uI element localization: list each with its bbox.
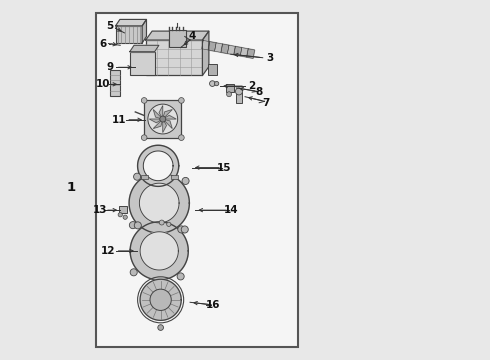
Text: 5: 5 <box>107 21 114 31</box>
Text: 3: 3 <box>266 53 273 63</box>
Circle shape <box>118 213 122 217</box>
Circle shape <box>134 222 141 229</box>
Text: 14: 14 <box>223 205 238 215</box>
Polygon shape <box>138 145 179 186</box>
Polygon shape <box>153 119 163 129</box>
Polygon shape <box>246 49 255 58</box>
Bar <box>225 84 234 92</box>
Bar <box>144 100 181 138</box>
Bar <box>119 206 127 213</box>
Polygon shape <box>202 31 209 76</box>
Text: 4: 4 <box>188 31 196 41</box>
Polygon shape <box>142 19 147 43</box>
Polygon shape <box>146 31 209 40</box>
Text: 12: 12 <box>101 246 116 256</box>
Circle shape <box>134 173 141 180</box>
Polygon shape <box>240 48 248 57</box>
Text: 16: 16 <box>206 300 220 310</box>
Circle shape <box>129 222 136 229</box>
Bar <box>141 175 147 179</box>
Circle shape <box>178 135 184 140</box>
Circle shape <box>159 220 164 225</box>
Circle shape <box>130 269 137 276</box>
Polygon shape <box>163 115 176 119</box>
Bar <box>146 40 202 76</box>
Polygon shape <box>227 45 235 55</box>
Circle shape <box>178 98 184 103</box>
Polygon shape <box>159 105 163 119</box>
Polygon shape <box>130 45 159 52</box>
Bar <box>236 92 242 103</box>
Bar <box>208 64 217 76</box>
Bar <box>116 26 142 43</box>
Text: 1: 1 <box>67 181 76 194</box>
Polygon shape <box>129 173 189 233</box>
Polygon shape <box>163 119 172 129</box>
Text: 7: 7 <box>263 98 270 108</box>
Polygon shape <box>208 42 216 51</box>
Polygon shape <box>130 222 188 280</box>
Text: 6: 6 <box>99 39 107 49</box>
Circle shape <box>235 88 243 95</box>
Polygon shape <box>153 109 163 119</box>
Bar <box>96 13 298 347</box>
Text: 10: 10 <box>96 79 110 89</box>
Circle shape <box>141 98 147 103</box>
Circle shape <box>177 273 184 280</box>
Circle shape <box>167 222 171 226</box>
Polygon shape <box>140 232 178 270</box>
Polygon shape <box>140 279 181 320</box>
Circle shape <box>182 177 189 184</box>
Circle shape <box>226 92 232 97</box>
Polygon shape <box>143 151 173 181</box>
Polygon shape <box>163 109 172 119</box>
Circle shape <box>210 81 215 86</box>
Circle shape <box>150 289 172 310</box>
Polygon shape <box>139 183 179 223</box>
Polygon shape <box>149 119 163 123</box>
Text: 11: 11 <box>112 115 126 125</box>
Circle shape <box>158 325 164 330</box>
Bar <box>130 52 155 75</box>
Text: 2: 2 <box>248 81 256 91</box>
Polygon shape <box>163 119 167 132</box>
Polygon shape <box>202 40 210 50</box>
Polygon shape <box>234 46 242 56</box>
Text: 8: 8 <box>256 87 263 97</box>
Polygon shape <box>221 44 229 54</box>
Text: 15: 15 <box>217 163 231 172</box>
Circle shape <box>215 81 219 86</box>
Circle shape <box>141 135 147 140</box>
Bar <box>110 70 120 96</box>
Bar <box>171 175 178 179</box>
Circle shape <box>123 215 127 219</box>
Bar <box>169 30 186 47</box>
Circle shape <box>148 104 178 134</box>
Polygon shape <box>215 43 222 52</box>
Circle shape <box>178 226 185 233</box>
Circle shape <box>181 226 188 233</box>
Circle shape <box>160 116 166 122</box>
Text: 13: 13 <box>93 205 107 215</box>
Text: 9: 9 <box>107 62 114 72</box>
Polygon shape <box>116 19 147 26</box>
